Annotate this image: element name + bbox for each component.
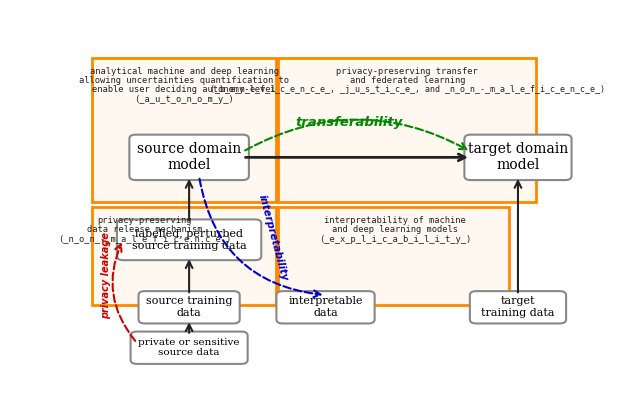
Text: source domain
model: source domain model <box>137 142 241 173</box>
Text: (̲n̲o̲n̲-̲m̲a̲l̲e̲f̲i̲c̲e̲n̲c̲e̲): (̲n̲o̲n̲-̲m̲a̲l̲e̲f̲i̲c̲e̲n̲c̲e̲) <box>58 234 231 244</box>
FancyBboxPatch shape <box>278 207 509 305</box>
FancyBboxPatch shape <box>92 207 276 305</box>
Text: interpretability: interpretability <box>257 194 290 282</box>
Text: and federated learning: and federated learning <box>349 76 465 85</box>
FancyBboxPatch shape <box>276 291 374 324</box>
FancyBboxPatch shape <box>470 291 566 324</box>
Text: source training
data: source training data <box>146 297 232 318</box>
Text: labelled, perturbed
source training data: labelled, perturbed source training data <box>132 229 246 250</box>
FancyBboxPatch shape <box>465 135 572 180</box>
Text: analytical machine and deep learning: analytical machine and deep learning <box>90 67 278 76</box>
Text: privacy leakage: privacy leakage <box>101 232 111 319</box>
FancyBboxPatch shape <box>92 58 276 202</box>
FancyBboxPatch shape <box>278 58 536 202</box>
FancyBboxPatch shape <box>117 219 261 260</box>
Text: data release mechanism: data release mechanism <box>87 225 202 234</box>
FancyBboxPatch shape <box>129 135 249 180</box>
Text: privacy-preserving transfer: privacy-preserving transfer <box>337 67 478 76</box>
FancyBboxPatch shape <box>131 332 248 364</box>
Text: private or sensitive
source data: private or sensitive source data <box>138 338 240 358</box>
Text: (̲a̲u̲t̲o̲n̲o̲m̲y̲): (̲a̲u̲t̲o̲n̲o̲m̲y̲) <box>134 95 234 103</box>
Text: privacy-preserving: privacy-preserving <box>97 216 192 225</box>
Text: allowing uncertainties quantification to: allowing uncertainties quantification to <box>79 76 289 85</box>
Text: transferability: transferability <box>296 116 403 129</box>
Text: and deep learning models: and deep learning models <box>332 225 458 234</box>
Text: target
training data: target training data <box>481 297 555 318</box>
FancyBboxPatch shape <box>138 291 240 324</box>
Text: interpretability of machine: interpretability of machine <box>324 216 466 225</box>
Text: target domain
model: target domain model <box>468 142 568 173</box>
Text: interpretable
data: interpretable data <box>288 297 363 318</box>
Text: enable user deciding autonomy-level: enable user deciding autonomy-level <box>92 85 276 94</box>
Text: (̲b̲e̲n̲e̲f̲i̲c̲e̲n̲c̲e̲, ̲j̲u̲s̲t̲i̲c̲e̲, and ̲n̲o̲n̲-̲m̲a̲l̲e̲f̲i̲c̲e̲n̲c̲e̲): (̲b̲e̲n̲e̲f̲i̲c̲e̲n̲c̲e̲, ̲j̲u̲s̲t̲i̲c̲e… <box>210 85 605 94</box>
Text: (̲e̲x̲p̲l̲i̲c̲a̲b̲i̲l̲i̲t̲y̲): (̲e̲x̲p̲l̲i̲c̲a̲b̲i̲l̲i̲t̲y̲) <box>319 234 471 244</box>
